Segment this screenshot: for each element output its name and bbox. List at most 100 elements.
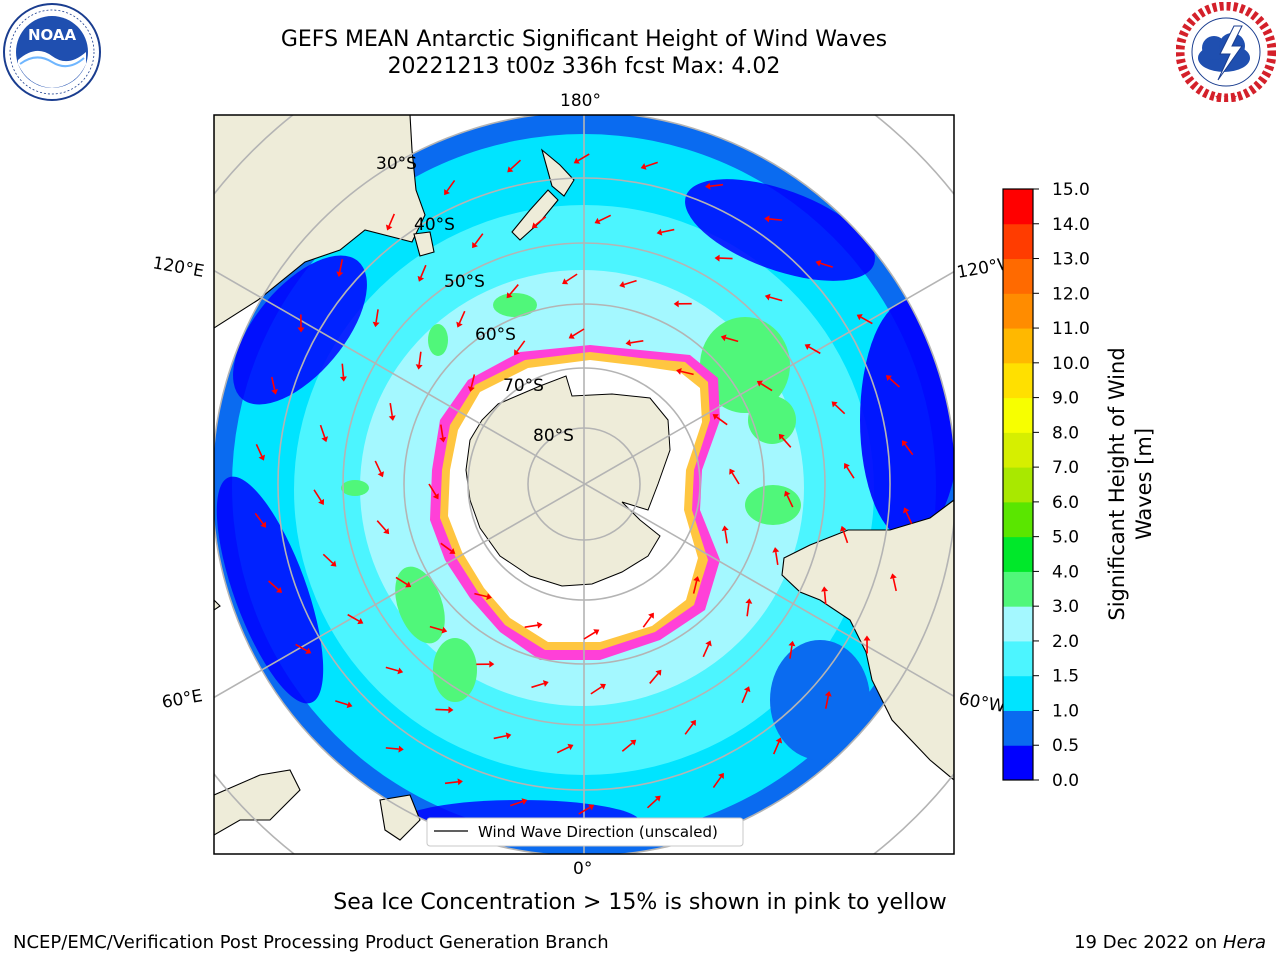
wave-direction-arrow bbox=[764, 215, 783, 223]
wave-direction-arrow bbox=[531, 216, 547, 229]
wave-direction-arrow bbox=[319, 424, 329, 443]
wave-direction-arrow bbox=[720, 334, 739, 343]
wave-direction-arrow bbox=[562, 273, 578, 285]
latitude-label-60s: 60°S bbox=[475, 325, 516, 345]
wave-direction-arrow bbox=[745, 598, 753, 617]
wave-direction-arrow bbox=[524, 621, 543, 629]
map-legend: Wind Wave Direction (unscaled) bbox=[426, 817, 744, 847]
wave-direction-arrow bbox=[417, 264, 427, 282]
colorbar-bin bbox=[1003, 258, 1033, 294]
colorbar-tick-label: 6.0 bbox=[1052, 493, 1079, 513]
wave-direction-arrow bbox=[444, 179, 456, 196]
wave-direction-arrow bbox=[385, 745, 404, 753]
wave-direction-arrow bbox=[778, 433, 792, 448]
colorbar-tick-label: 14.0 bbox=[1052, 215, 1090, 235]
wave-direction-arrow bbox=[347, 613, 364, 625]
colorbar-tick-label: 0.5 bbox=[1052, 736, 1079, 756]
meridian-label-180: 180° bbox=[560, 91, 601, 111]
wave-direction-arrow bbox=[313, 489, 325, 505]
wave-direction-arrow bbox=[531, 680, 549, 689]
colorbar-label-line2: Waves [m] bbox=[1132, 428, 1156, 540]
machine-name: Hera bbox=[1222, 932, 1266, 953]
wave-direction-arrow bbox=[705, 182, 724, 190]
colorbar-tick-label: 10.0 bbox=[1052, 354, 1090, 374]
wave-direction-arrow bbox=[428, 483, 439, 500]
wave-direction-arrow bbox=[903, 507, 913, 525]
national-weather-service-logo-icon: ★ ★ ★ bbox=[1176, 2, 1276, 102]
wind-wave-direction-arrows bbox=[254, 153, 914, 815]
colorbar-bin bbox=[1003, 501, 1033, 538]
wave-direction-arrow bbox=[712, 414, 728, 426]
wave-direction-arrow bbox=[656, 228, 675, 236]
wave-direction-arrow bbox=[784, 490, 794, 508]
wave-direction-arrow bbox=[621, 739, 637, 752]
wave-direction-arrow bbox=[467, 374, 476, 392]
wave-direction-arrow bbox=[684, 719, 696, 735]
colorbar-bin bbox=[1003, 745, 1033, 781]
wave-direction-arrow bbox=[415, 351, 423, 370]
latitude-label-40s: 40°S bbox=[414, 215, 455, 235]
wave-direction-arrow bbox=[625, 339, 644, 347]
wave-direction-arrow bbox=[578, 804, 595, 815]
wave-direction-arrow bbox=[590, 683, 606, 695]
colorbar-bin bbox=[1003, 710, 1033, 746]
wave-direction-arrow bbox=[714, 254, 733, 262]
wave-direction-arrow bbox=[374, 460, 384, 478]
wave-direction-arrow bbox=[297, 314, 305, 333]
wave-direction-arrow bbox=[376, 520, 390, 535]
wave-direction-arrow bbox=[476, 660, 495, 668]
colorbar-tick-label: 1.5 bbox=[1052, 667, 1079, 687]
wave-direction-arrow bbox=[583, 629, 600, 640]
latitude-label-80s: 80°S bbox=[533, 426, 574, 446]
colorbar-bin bbox=[1003, 640, 1033, 677]
chart-title: GEFS MEAN Antarctic Significant Height o… bbox=[280, 27, 888, 52]
wave-direction-arrow bbox=[702, 640, 712, 658]
wave-direction-arrow bbox=[439, 424, 447, 443]
wave-direction-arrow bbox=[429, 625, 448, 634]
date-stamp: 19 Dec 2022 on Hera bbox=[1074, 932, 1266, 953]
antarctica-landmass bbox=[465, 375, 671, 587]
credit-line: NCEP/EMC/Verification Post Processing Pr… bbox=[13, 932, 609, 953]
colorbar-bin bbox=[1003, 362, 1033, 399]
colorbar-bin bbox=[1003, 189, 1033, 225]
wave-direction-arrow bbox=[440, 542, 456, 554]
sea-ice-footnote: Sea Ice Concentration > 15% is shown in … bbox=[333, 890, 947, 915]
colorbar-bin bbox=[1003, 223, 1033, 260]
wave-direction-arrow bbox=[831, 401, 846, 415]
wave-direction-arrow bbox=[642, 612, 654, 628]
wave-direction-arrow bbox=[772, 547, 780, 566]
wave-direction-arrow bbox=[474, 592, 492, 601]
meridian-label-0: 0° bbox=[573, 859, 592, 879]
latitude-label-50s: 50°S bbox=[444, 272, 485, 292]
wave-direction-arrow bbox=[510, 798, 528, 807]
wave-direction-arrow bbox=[395, 576, 412, 588]
wave-direction-arrow bbox=[322, 553, 337, 567]
noaa-logo-icon: NOAA bbox=[3, 3, 101, 101]
wave-direction-arrow bbox=[385, 213, 396, 231]
map-frame bbox=[213, 114, 955, 855]
wave-direction-arrow bbox=[839, 525, 849, 544]
wave-direction-arrow bbox=[388, 402, 396, 421]
colorbar: 0.0 0.5 1.0 1.5 2.0 3.0 4.0 5.0 6.0 7.0 8.0 9.0 10.0… bbox=[1003, 180, 1090, 791]
svg-text:NOAA: NOAA bbox=[28, 26, 77, 44]
colorbar-bin bbox=[1003, 467, 1033, 503]
wave-direction-arrow bbox=[721, 525, 729, 544]
colorbar-tick-label: 9.0 bbox=[1052, 389, 1079, 409]
wave-direction-arrow bbox=[901, 440, 914, 456]
wave-direction-arrow bbox=[889, 573, 897, 592]
latitude-label-70s: 70°S bbox=[503, 376, 544, 396]
meridian-label-60e: 60°E bbox=[160, 686, 204, 713]
wave-direction-arrow bbox=[788, 640, 796, 659]
colorbar-bin bbox=[1003, 606, 1033, 642]
wave-direction-arrow bbox=[506, 284, 519, 299]
colorbar-bin bbox=[1003, 571, 1033, 607]
colorbar-bin bbox=[1003, 536, 1033, 572]
colorbar-tick-label: 12.0 bbox=[1052, 284, 1090, 304]
wave-direction-arrow bbox=[268, 580, 283, 593]
colorbar-tick-label: 4.0 bbox=[1052, 562, 1079, 582]
colorbar-bin bbox=[1003, 328, 1033, 364]
colorbar-bin bbox=[1003, 432, 1033, 468]
wave-direction-arrow bbox=[271, 376, 279, 395]
wave-direction-arrow bbox=[573, 153, 590, 164]
wave-direction-arrow bbox=[756, 380, 773, 392]
